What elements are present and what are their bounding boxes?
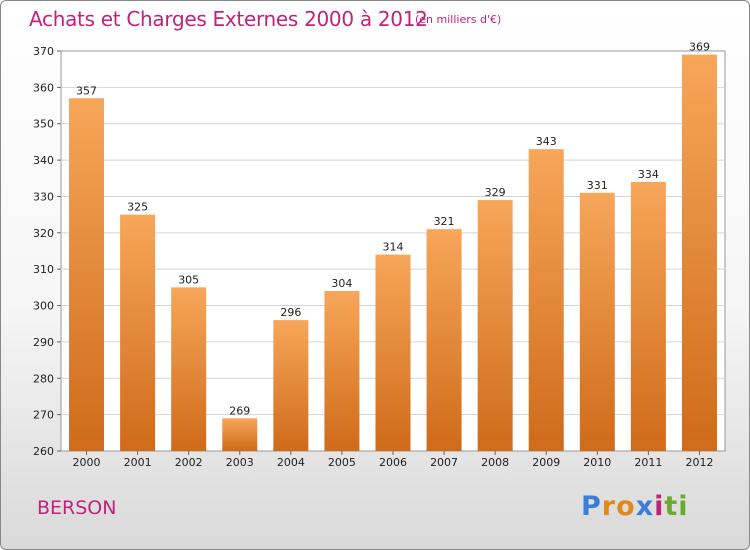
x-tick-label-2002: 2002 (175, 456, 203, 469)
data-label-2011: 334 (638, 168, 659, 181)
x-tick-label-2007: 2007 (430, 456, 458, 469)
x-tick-label-2011: 2011 (634, 456, 662, 469)
data-label-2001: 325 (127, 201, 148, 214)
data-label-2003: 269 (229, 404, 250, 417)
x-tick-label-2006: 2006 (379, 456, 407, 469)
bar-2002 (171, 287, 207, 451)
y-tick-label: 310 (33, 263, 54, 276)
y-tick-label: 360 (33, 81, 54, 94)
y-tick-label: 290 (33, 336, 54, 349)
logo-letter: r (601, 491, 617, 522)
data-label-2002: 305 (178, 273, 199, 286)
x-tick-label-2010: 2010 (583, 456, 611, 469)
logo-letter: t (664, 491, 679, 522)
y-tick-label: 270 (33, 409, 54, 422)
bar-2009 (528, 149, 564, 451)
bar-2003 (222, 418, 258, 451)
bar-2001 (120, 214, 156, 451)
x-tick-label-2009: 2009 (532, 456, 560, 469)
bar-2000 (69, 98, 105, 451)
data-label-2012: 369 (689, 41, 710, 54)
y-tick-label: 340 (33, 154, 54, 167)
y-tick-label: 350 (33, 118, 54, 131)
bar-2007 (426, 229, 462, 451)
y-tick-label: 320 (33, 227, 54, 240)
x-tick-label-2012: 2012 (685, 456, 713, 469)
proxiti-logo: Proxiti (581, 491, 689, 522)
x-tick-label-2003: 2003 (226, 456, 254, 469)
bar-2011 (630, 181, 666, 451)
logo-letter: i (654, 491, 665, 522)
data-label-2009: 343 (536, 135, 557, 148)
x-axis-ticks: 2000 2001 2002 2003 2004 2005 2006 2007 2008 2009… (73, 451, 713, 469)
chart-subtitle: (en milliers d'€) (415, 13, 502, 26)
bar-2012 (681, 54, 717, 452)
y-tick-label: 370 (33, 45, 54, 58)
data-label-2004: 296 (280, 306, 301, 319)
bar-2008 (477, 200, 513, 451)
data-label-2000: 357 (76, 84, 97, 97)
x-tick-label-2000: 2000 (73, 456, 101, 469)
data-label-2006: 314 (383, 241, 404, 254)
logo-letter: o (616, 491, 636, 522)
x-tick-label-2004: 2004 (277, 456, 305, 469)
y-tick-label: 330 (33, 190, 54, 203)
logo-letter: x (635, 491, 655, 522)
location-label: BERSON (37, 497, 117, 519)
y-tick-label: 280 (33, 372, 54, 385)
data-label-2010: 331 (587, 179, 608, 192)
data-label-2008: 329 (485, 186, 506, 199)
bar-2010 (579, 192, 615, 451)
data-label-2007: 321 (434, 215, 455, 228)
x-tick-label-2008: 2008 (481, 456, 509, 469)
bars (69, 54, 717, 452)
data-label-2005: 304 (331, 277, 352, 290)
logo-letter: P (581, 491, 602, 522)
x-tick-label-2001: 2001 (124, 456, 152, 469)
y-tick-label: 300 (33, 300, 54, 313)
bar-2006 (375, 254, 411, 451)
x-tick-label-2005: 2005 (328, 456, 356, 469)
y-axis-ticks: 260 270 280 290 300 310 320 330 340 350 360 370 (33, 45, 61, 458)
bar-2005 (324, 291, 360, 451)
logo-letter: i (678, 491, 689, 522)
data-labels: 357 325 305 269 296 304 314 321 329 343 331 334 369 (76, 41, 710, 418)
y-tick-label: 260 (33, 445, 54, 458)
bar-2004 (273, 320, 309, 451)
chart-title: Achats et Charges Externes 2000 à 2012 (29, 7, 428, 31)
